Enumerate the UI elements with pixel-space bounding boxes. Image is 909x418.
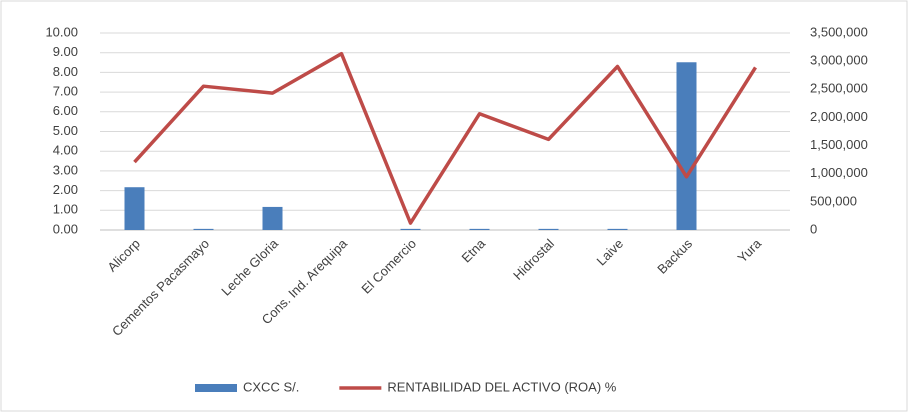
y2-tick-label: 3,000,000 <box>810 53 868 68</box>
bar <box>607 228 628 230</box>
y-tick-label: 7.00 <box>53 84 78 99</box>
line <box>133 51 757 225</box>
y2-tick-label: 500,000 <box>810 193 857 208</box>
bar <box>676 62 697 230</box>
bar <box>124 187 145 230</box>
legend-label: RENTABILIDAD DEL ACTIVO (ROA) % <box>387 379 616 394</box>
y-tick-label: 2.00 <box>53 182 78 197</box>
y2-tick-label: 0 <box>810 221 817 236</box>
y-tick-label: 1.00 <box>53 202 78 217</box>
y-tick-label: 4.00 <box>53 143 78 158</box>
y-tick-label: 0.00 <box>53 221 78 236</box>
legend-swatch <box>195 384 237 392</box>
y-tick-label: 6.00 <box>53 103 78 118</box>
bar <box>400 228 421 230</box>
y2-tick-label: 1,000,000 <box>810 165 868 180</box>
y2-tick-label: 1,500,000 <box>810 137 868 152</box>
bar <box>262 206 283 230</box>
y-tick-label: 8.00 <box>53 64 78 79</box>
y-tick-label: 9.00 <box>53 44 78 59</box>
y2-tick-label: 3,500,000 <box>810 24 868 39</box>
bar <box>538 228 559 230</box>
y-tick-label: 10.00 <box>45 24 78 39</box>
bar <box>469 228 490 230</box>
y-tick-label: 5.00 <box>53 123 78 138</box>
y2-tick-label: 2,000,000 <box>810 109 868 124</box>
y2-tick-label: 2,500,000 <box>810 81 868 96</box>
legend-label: CXCC S/. <box>243 379 299 394</box>
y-tick-label: 3.00 <box>53 162 78 177</box>
bar <box>193 228 214 230</box>
